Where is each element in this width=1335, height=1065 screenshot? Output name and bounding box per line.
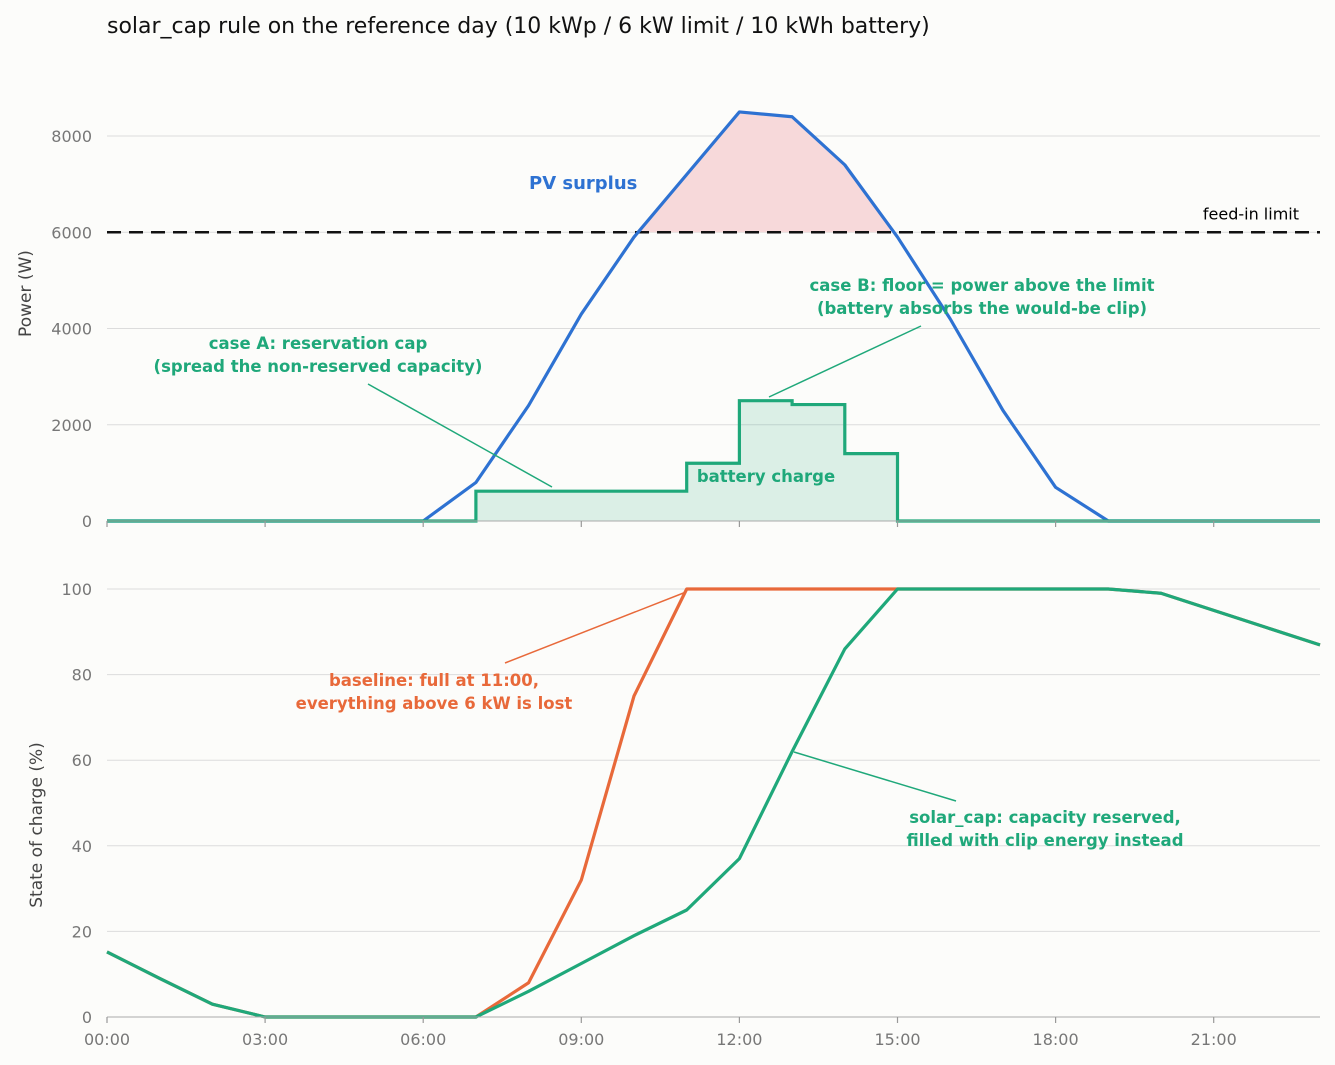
solar-cap-annotation-line1: solar_cap: capacity reserved, (909, 808, 1181, 827)
soc-panel: 0 20 40 60 80 100 00:00 03:00 06:00 09:00 12:00 15… (27, 580, 1321, 1049)
x-tick-label: 09:00 (558, 1030, 604, 1049)
x-tick-label: 03:00 (242, 1030, 288, 1049)
power-panel: 0 2000 4000 6000 8000 feed-in limit Power (W… (16, 110, 1321, 531)
soc-y-tick-label: 20 (72, 922, 92, 941)
case-a-annotation-line1: case A: reservation cap (209, 334, 428, 353)
x-tick-label: 12:00 (716, 1030, 762, 1049)
case-a-pointer (367, 383, 553, 488)
power-y-tick-label: 8000 (51, 127, 92, 146)
soc-y-tick-label: 80 (72, 666, 92, 685)
soc-y-tick-label: 40 (72, 837, 92, 856)
pv-surplus-label: PV surplus (529, 173, 637, 194)
solar-cap-pointer (793, 751, 957, 802)
solar-cap-soc-line (106, 587, 1321, 1019)
baseline-annotation-line1: baseline: full at 11:00, (329, 671, 539, 690)
solar-cap-annotation-line2: filled with clip energy instead (906, 831, 1183, 850)
power-y-axis-label: Power (W) (16, 250, 36, 337)
soc-y-axis-label: State of charge (%) (27, 742, 47, 908)
power-y-tick-label: 4000 (51, 320, 92, 339)
battery-charge-fill (107, 400, 1320, 521)
x-tick-label: 18:00 (1033, 1030, 1079, 1049)
x-tick-label: 06:00 (400, 1030, 446, 1049)
x-tick-label: 00:00 (84, 1030, 130, 1049)
case-b-annotation-line1: case B: floor = power above the limit (810, 276, 1155, 295)
baseline-annotation-line2: everything above 6 kW is lost (296, 694, 573, 713)
feed-in-limit-label: feed-in limit (1203, 204, 1299, 223)
soc-y-tick-label: 100 (61, 580, 92, 599)
power-y-tick-label: 2000 (51, 416, 92, 435)
power-y-tick-label: 0 (82, 512, 92, 531)
x-tick-label: 15:00 (874, 1030, 920, 1049)
power-y-tick-label: 6000 (51, 223, 92, 242)
clip-area (638, 111, 894, 233)
battery-charge-label: battery charge (697, 467, 835, 486)
case-b-pointer (768, 325, 922, 398)
soc-y-tick-label: 0 (82, 1008, 92, 1027)
baseline-pointer (504, 591, 687, 664)
soc-y-tick-label: 60 (72, 751, 92, 770)
baseline-soc-line (106, 587, 1321, 1019)
case-a-annotation-line2: (spread the non-reserved capacity) (154, 357, 483, 376)
chart-title: solar_cap rule on the reference day (10 … (107, 14, 930, 39)
x-tick-label: 21:00 (1191, 1030, 1237, 1049)
case-b-annotation-line2: (battery absorbs the would-be clip) (817, 299, 1147, 318)
